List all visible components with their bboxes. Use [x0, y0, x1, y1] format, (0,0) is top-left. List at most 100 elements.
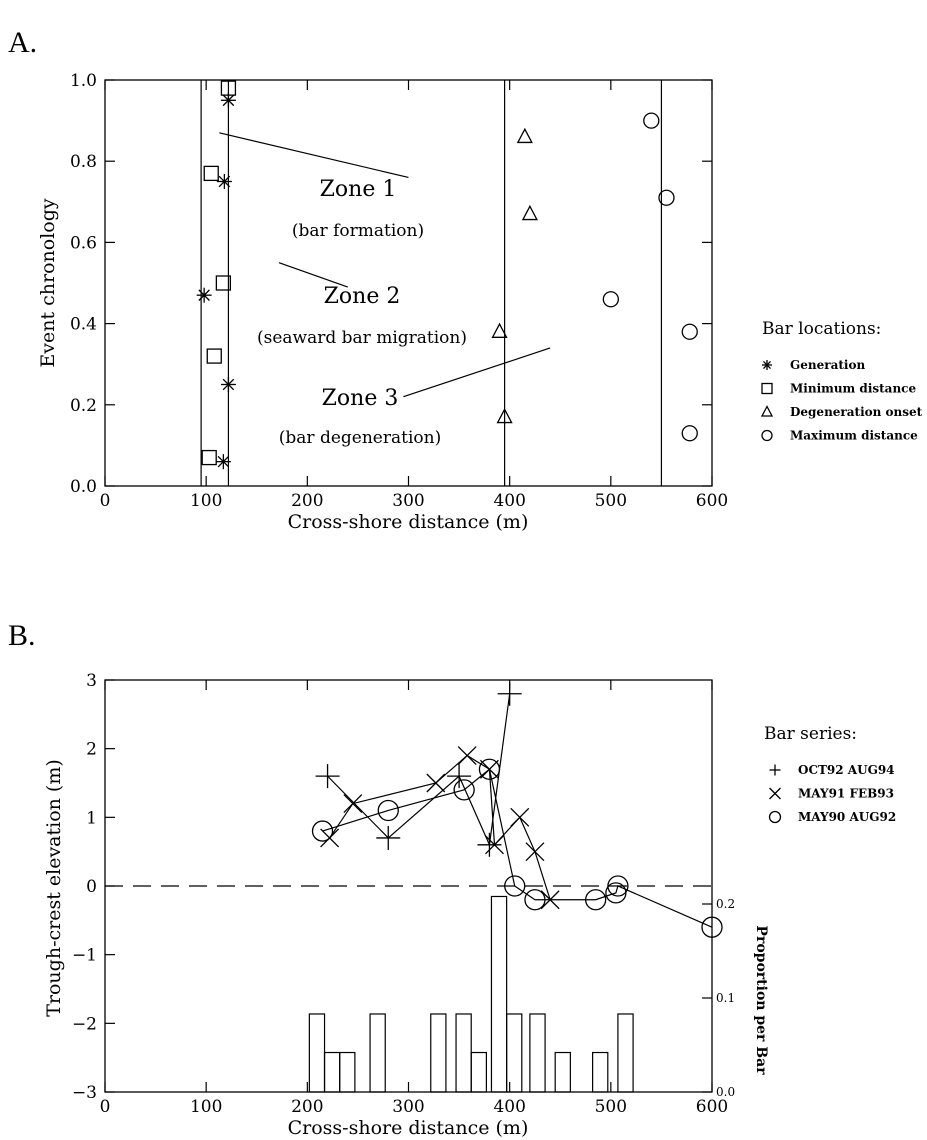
legend-marker-circle: [761, 429, 773, 442]
panel-b-right-tick-label: 0.1: [716, 991, 735, 1005]
point-cross: [510, 807, 530, 827]
panel-b-x-tick-label: 100: [190, 1097, 222, 1117]
point-circle-shape: [478, 758, 501, 780]
point-cross-stroke: [525, 842, 545, 862]
panel-a: A. 0 100 200 300 400 500 600 0.0 0.2 0.4 0.6 0.8 1.0…: [8, 26, 923, 533]
panel-b-x-tick-label: 500: [595, 1097, 627, 1117]
panel-a-x-tick-label: 300: [392, 491, 424, 511]
histogram-bar: [554, 1051, 571, 1093]
point-circle: [681, 425, 698, 442]
point-square-shape: [203, 165, 219, 182]
panel-b-x-axis-label: Cross-shore distance (m): [288, 1117, 529, 1139]
point-asterisk: [196, 287, 212, 303]
panel-b-right-tick-label: 0.0: [716, 1085, 735, 1099]
legend-label: Generation: [790, 358, 865, 372]
point-circle: [585, 889, 607, 911]
zone-2-subtitle: (seaward bar migration): [257, 328, 467, 348]
point-triangle-shape: [491, 322, 508, 338]
panel-a-y-tick-label: 0.8: [70, 152, 97, 172]
point-square: [215, 275, 232, 291]
point-cross: [426, 773, 446, 793]
legend-marker-cross: [769, 787, 781, 800]
panel-a-legend: Bar locations: Generation Minimum distanc…: [760, 319, 923, 443]
zone-3-title: Zone 3: [322, 386, 399, 411]
panel-b-legend: Bar series: OCT92 AUG94 MAY91 FEB93 MAY90 …: [764, 724, 896, 824]
point-circle-shape: [311, 820, 334, 842]
panel-a-data-points: [196, 80, 698, 470]
panel-b-y-tick-label: 0: [86, 877, 97, 897]
point-cross: [479, 759, 499, 779]
point-triangle: [496, 407, 513, 424]
legend-label: Degeneration onset: [790, 405, 923, 419]
point-circle: [524, 889, 546, 911]
panel-a-y-tick-label: 1.0: [70, 71, 97, 91]
histogram-bar: [339, 1051, 356, 1093]
zone-2-pointer: [278, 262, 349, 288]
point-asterisk: [216, 174, 232, 189]
panel-b-letter: B.: [8, 619, 36, 652]
legend-marker-circle-shape: [768, 810, 782, 824]
zone-3-subtitle: (bar degeneration): [279, 428, 441, 448]
histogram-bar: [455, 1013, 472, 1093]
series-line-circle: [322, 768, 713, 928]
panel-a-x-axis-label: Cross-shore distance (m): [288, 511, 529, 533]
point-cross: [525, 842, 545, 862]
zone-2-title: Zone 2: [324, 284, 401, 309]
point-circle-shape: [602, 291, 619, 308]
legend-marker-asterisk: [762, 360, 772, 370]
histogram-bar: [470, 1051, 487, 1093]
panel-b-y-tick-label: 2: [86, 740, 97, 760]
point-asterisk-stroke: [222, 378, 235, 391]
panel-a-y-tick-label: 0.2: [70, 396, 97, 416]
point-circle: [504, 875, 526, 897]
panel-a-x-tick-label: 100: [190, 491, 222, 511]
point-cross: [485, 835, 504, 855]
point-circle: [658, 189, 675, 206]
histogram-bar: [369, 1013, 386, 1093]
panel-a-x-tick-label: 600: [696, 491, 728, 511]
panel-b-x-tick-label: 300: [392, 1097, 424, 1117]
point-cross-stroke: [343, 794, 363, 814]
panel-a-x-tick-label: 0: [100, 491, 111, 511]
legend-marker-circle: [768, 810, 782, 824]
panel-a-plot-area: [104, 79, 713, 487]
point-cross: [457, 746, 477, 765]
point-square-shape: [206, 348, 222, 364]
point-plus: [447, 764, 472, 789]
point-circle-shape: [453, 779, 475, 801]
point-plus: [497, 681, 522, 706]
legend-marker-triangle-shape: [760, 405, 774, 417]
point-circle-shape: [524, 889, 546, 911]
point-plus: [315, 764, 340, 789]
point-asterisk-stroke: [222, 94, 235, 107]
point-cross-stroke: [485, 835, 504, 855]
point-asterisk-stroke: [217, 455, 230, 468]
histogram-bar: [506, 1013, 523, 1093]
legend-marker-cross-stroke: [769, 787, 781, 800]
legend-marker-circle-shape: [761, 429, 773, 442]
legend-label: OCT92 AUG94: [798, 763, 895, 777]
panel-b-y-tick-label: −3: [72, 1083, 97, 1103]
point-circle-shape: [377, 799, 399, 822]
panel-a-x-tick-label: 200: [291, 491, 323, 511]
point-square-shape: [215, 275, 232, 291]
point-circle-shape: [701, 916, 723, 938]
point-circle: [377, 799, 399, 822]
panel-a-x-tick-label: 500: [595, 491, 627, 511]
histogram-bar: [617, 1013, 634, 1093]
panel-a-y-tick-label: 0.4: [70, 315, 97, 335]
point-cross: [343, 794, 363, 814]
zone-3-pointer: [403, 347, 551, 398]
point-asterisk: [215, 454, 231, 470]
point-square-shape: [220, 80, 237, 96]
point-triangle-shape: [521, 204, 538, 221]
point-plus: [376, 825, 401, 850]
point-square: [201, 449, 217, 466]
panel-b-x-tick-label: 600: [696, 1097, 728, 1117]
point-cross-stroke: [510, 807, 530, 827]
panel-a-frame: [104, 79, 713, 487]
point-circle-shape: [504, 875, 526, 897]
point-circle-shape: [585, 889, 607, 911]
legend-marker-plus: [769, 764, 781, 776]
